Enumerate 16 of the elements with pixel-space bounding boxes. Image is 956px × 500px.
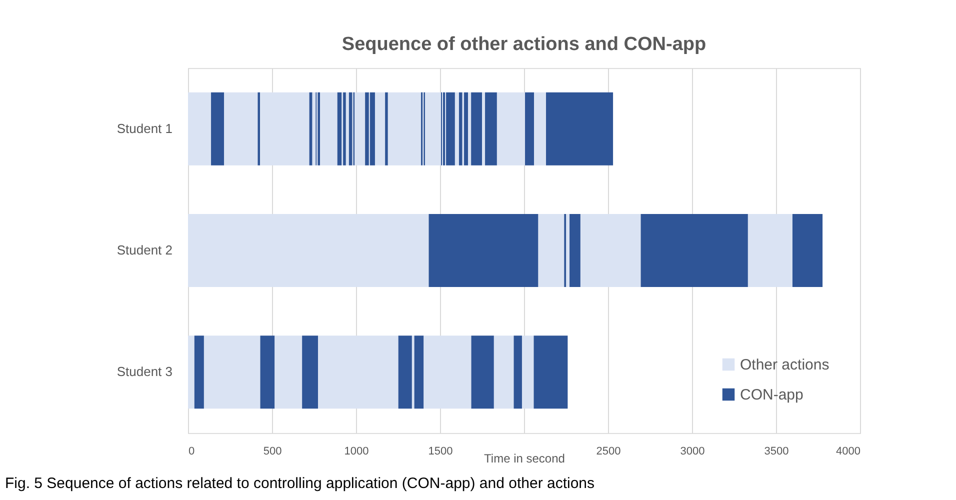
- legend-label: Other actions: [740, 356, 830, 374]
- x-tick-label: 3500: [764, 446, 789, 458]
- y-tick-label: Student 1: [116, 120, 172, 136]
- x-tick-label: 3000: [680, 446, 705, 458]
- legend-label: CON-app: [740, 386, 804, 404]
- chart-title: Sequence of other actions and CON-app: [342, 34, 706, 55]
- y-tick-label: Student 3: [116, 364, 172, 380]
- caption: Fig. 5 Sequence of actions related to controlling application (CON-app) and other actions: [5, 475, 595, 492]
- x-tick-label: 2500: [596, 446, 621, 458]
- x-tick-label: 500: [263, 446, 282, 458]
- x-axis-title: Time in second: [484, 452, 565, 466]
- x-tick-label: 0: [188, 446, 195, 458]
- x-tick-label: 1000: [344, 446, 369, 458]
- y-tick-label: Student 2: [116, 242, 172, 258]
- x-tick-label: 1500: [428, 446, 453, 458]
- x-tick-label: 4000: [836, 446, 860, 458]
